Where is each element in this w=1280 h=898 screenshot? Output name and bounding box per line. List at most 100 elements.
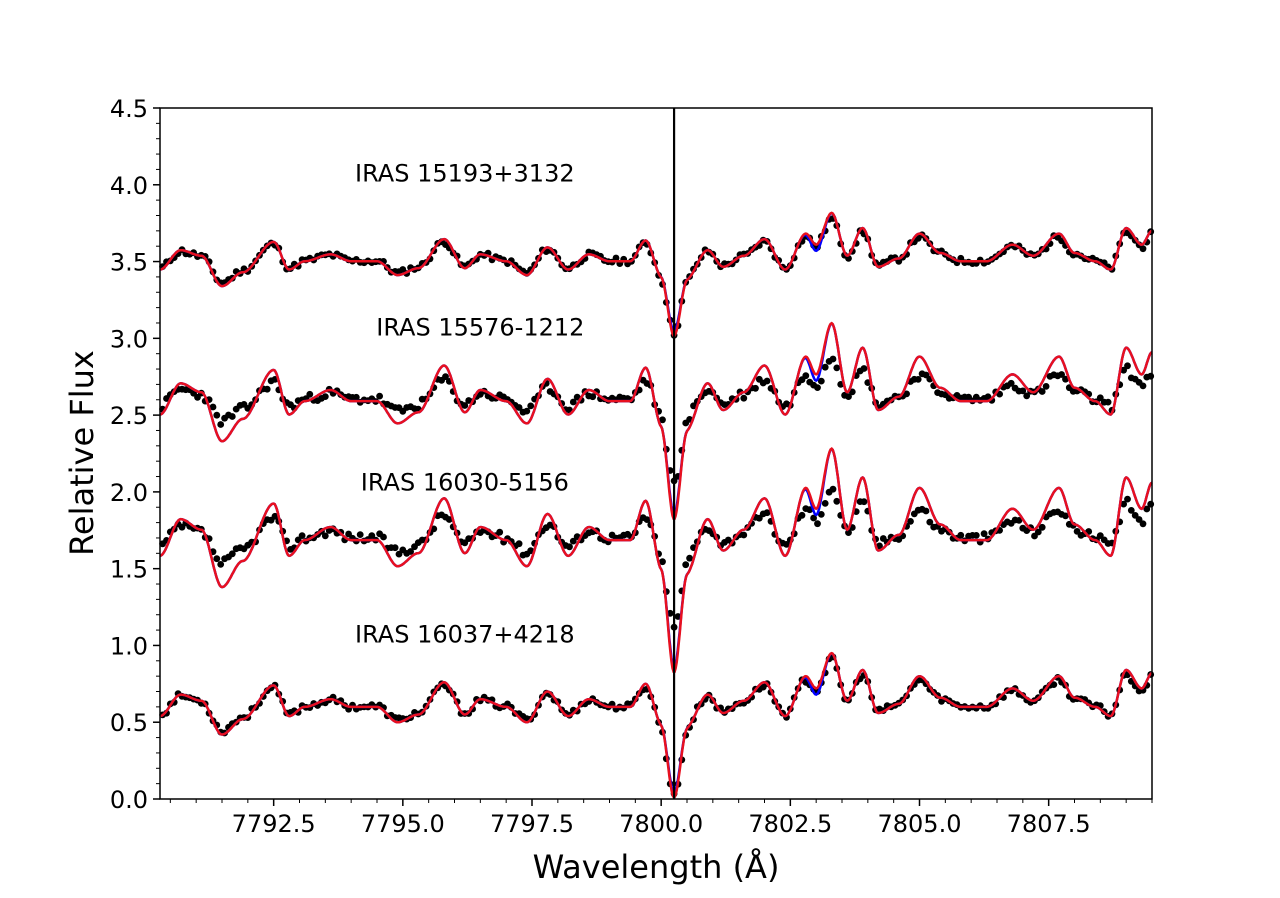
observed-point xyxy=(1147,372,1155,380)
observed-point xyxy=(566,543,573,551)
observed-point xyxy=(1062,375,1069,383)
observed-point xyxy=(1124,495,1131,503)
observed-point xyxy=(1007,379,1015,387)
observed-point xyxy=(1050,681,1058,688)
observed-point xyxy=(527,547,535,555)
observed-point xyxy=(345,530,352,538)
model-curve-red xyxy=(159,211,1153,337)
model-curve-blue xyxy=(159,321,1153,516)
observed-point xyxy=(1038,388,1046,395)
observed-point xyxy=(821,500,829,507)
observed-point xyxy=(690,402,697,410)
model-curve-blue xyxy=(159,447,1153,669)
observed-point xyxy=(833,497,841,505)
observed-point xyxy=(321,532,329,540)
observed-point xyxy=(814,384,821,391)
spectrum-label: IRAS 15193+3132 xyxy=(355,160,575,188)
observed-point xyxy=(686,554,693,562)
observed-point xyxy=(294,536,302,544)
observed-point xyxy=(740,394,748,402)
observed-point xyxy=(569,398,577,406)
observed-point xyxy=(1062,512,1069,520)
observed-point xyxy=(829,485,837,493)
x-axis-title: Wavelength (Å) xyxy=(533,848,780,886)
observed-point xyxy=(1038,523,1046,531)
observed-point xyxy=(1127,507,1135,514)
observed-point xyxy=(217,421,225,428)
observed-point xyxy=(368,532,376,539)
y-tick-label: 1.5 xyxy=(110,556,148,584)
observed-point xyxy=(407,548,414,555)
observed-point xyxy=(817,377,825,385)
observed-point xyxy=(1096,532,1104,539)
spectrum-label: IRAS 16030-5156 xyxy=(361,468,569,496)
spectrum-group: IRAS 16037+4218 xyxy=(159,620,1155,799)
observed-point xyxy=(589,393,597,401)
observed-point xyxy=(228,413,236,420)
observed-point xyxy=(527,402,535,410)
observed-point xyxy=(914,376,922,383)
x-tick-label: 7792.5 xyxy=(232,810,316,838)
observed-point xyxy=(263,385,271,393)
observed-point xyxy=(903,390,910,398)
observed-point xyxy=(1019,387,1027,395)
observed-point xyxy=(810,514,817,522)
spectrum-group: IRAS 15576-1212 xyxy=(159,313,1155,521)
observed-point xyxy=(271,512,279,520)
y-tick-label: 2.5 xyxy=(110,402,148,430)
observed-point xyxy=(817,511,825,518)
observed-point xyxy=(391,544,399,552)
observed-point xyxy=(1042,383,1050,390)
spectrum-group: IRAS 16030-5156 xyxy=(159,447,1155,673)
observed-point xyxy=(1120,366,1127,374)
observed-point xyxy=(829,355,837,363)
observed-point xyxy=(833,364,841,372)
observed-point xyxy=(845,393,852,400)
observed-point xyxy=(298,532,306,539)
observed-point xyxy=(1015,517,1023,524)
model-curve-blue xyxy=(159,211,1153,333)
spectrum-label: IRAS 16037+4218 xyxy=(355,620,575,648)
observed-point xyxy=(922,507,930,515)
spectrum-group: IRAS 15193+3132 xyxy=(159,160,1155,339)
observed-point xyxy=(755,514,763,522)
y-tick-label: 2.0 xyxy=(110,479,148,507)
observed-point xyxy=(814,520,821,528)
observed-point xyxy=(926,518,934,526)
observed-point xyxy=(352,393,360,401)
model-curve-red xyxy=(159,321,1153,521)
plot-content: IRAS 15193+3132 IRAS 15576-1212 IRAS 16030… xyxy=(159,108,1155,799)
x-tick-label: 7802.5 xyxy=(748,810,832,838)
observed-point xyxy=(356,531,364,538)
observed-point xyxy=(798,511,806,519)
observed-point xyxy=(376,392,383,400)
observed-point xyxy=(306,390,314,398)
observed-point xyxy=(228,550,236,558)
observed-point xyxy=(569,537,577,545)
observed-point xyxy=(1023,392,1031,400)
x-tick-label: 7800.0 xyxy=(619,810,703,838)
y-tick-label: 3.5 xyxy=(110,249,148,277)
observed-point xyxy=(907,518,914,525)
observed-point xyxy=(659,558,666,566)
model-curve-red xyxy=(159,447,1153,673)
observed-point xyxy=(682,561,690,569)
observed-point xyxy=(1120,500,1127,508)
observed-point xyxy=(213,555,221,563)
observed-point xyxy=(1096,394,1104,402)
observed-point xyxy=(783,541,790,548)
observed-point xyxy=(1104,398,1112,406)
observed-point xyxy=(496,528,504,536)
observed-point xyxy=(752,384,759,392)
x-tick-label: 7797.5 xyxy=(490,810,574,838)
observed-point xyxy=(1143,505,1151,513)
y-axis: 0.0 0.5 1.0 1.5 2.0 2.5 3.0 3.5 4.0 4.5 xyxy=(110,95,160,814)
observed-point xyxy=(1124,362,1131,370)
observed-point xyxy=(523,407,531,415)
y-tick-label: 4.5 xyxy=(110,95,148,123)
observed-point xyxy=(763,377,771,385)
y-tick-label: 1.0 xyxy=(110,632,148,660)
observed-point xyxy=(876,542,883,550)
observed-point xyxy=(612,254,620,262)
